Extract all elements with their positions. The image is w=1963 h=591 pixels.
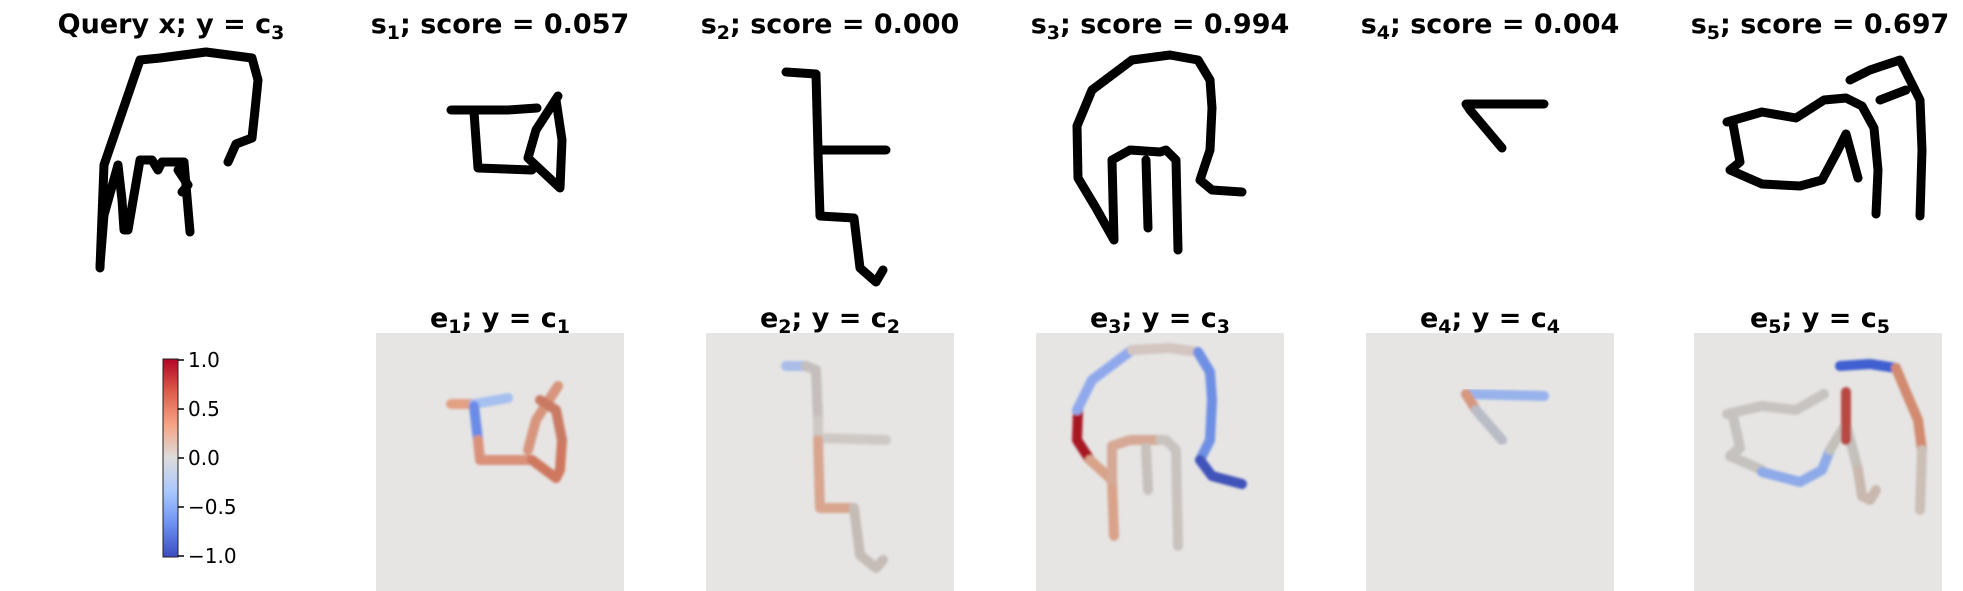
- explanation-title-1: e1; y = c1: [430, 303, 570, 338]
- explanation-title-2: e2; y = c2: [760, 303, 900, 338]
- explanation-panel-5: [1694, 333, 1942, 591]
- explanation-title-3: e3; y = c3: [1090, 303, 1230, 338]
- explanation-panel-3: [1036, 333, 1284, 591]
- colorbar-tick-label: 0.5: [188, 397, 220, 421]
- support-title-1: s1; score = 0.057: [371, 9, 630, 44]
- colorbar-tick-label: −1.0: [188, 544, 237, 568]
- support-title-4: s4; score = 0.004: [1361, 9, 1620, 44]
- explanation-heatmap-2: [781, 361, 891, 573]
- explanation-title-5: e5; y = c5: [1750, 303, 1890, 338]
- query-title: Query x; y = c3: [58, 9, 285, 44]
- colorbar-tick-label: −0.5: [188, 495, 237, 519]
- colorbar-tick-label: 1.0: [188, 348, 220, 372]
- colorbar-gradient: [162, 358, 179, 558]
- explanation-panel-2: [706, 333, 954, 591]
- support-glyph-image-4: [1461, 99, 1549, 153]
- colorbar-tick-label: 0.0: [188, 446, 220, 470]
- support-glyph-image-3: [1072, 50, 1247, 255]
- support-title-5: s5; score = 0.697: [1691, 9, 1950, 44]
- explanation-heatmap-3: [1072, 343, 1247, 551]
- explanation-title-4: e4; y = c4: [1420, 303, 1560, 338]
- query-glyph-image: [95, 47, 263, 273]
- explanation-heatmap-5: [1722, 359, 1927, 515]
- explanation-heatmap-4: [1461, 389, 1549, 445]
- colorbar-tick-marks: [178, 359, 184, 557]
- support-glyph-image-2: [781, 67, 891, 287]
- explanation-panel-4: [1366, 333, 1614, 591]
- support-title-3: s3; score = 0.994: [1031, 9, 1290, 44]
- support-title-2: s2; score = 0.000: [701, 9, 960, 44]
- support-glyph-image-5: [1722, 55, 1927, 221]
- explanation-heatmap-1: [446, 381, 567, 483]
- support-glyph-image-1: [446, 91, 567, 193]
